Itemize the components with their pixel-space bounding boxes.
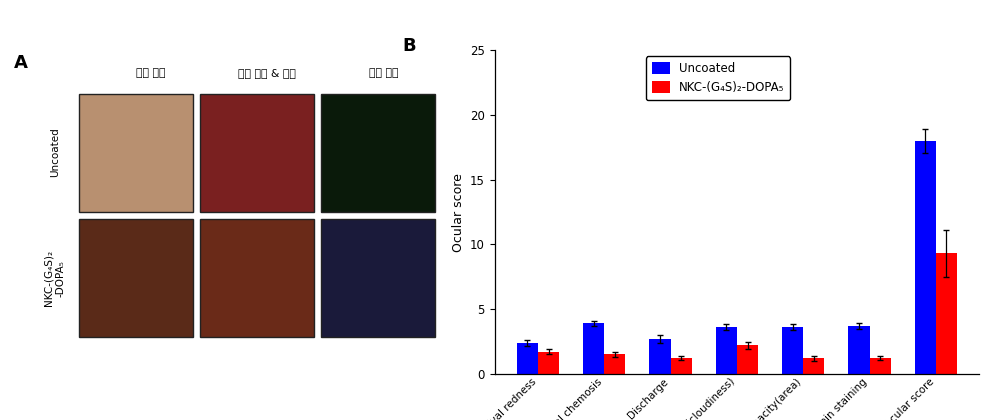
Bar bbox=[716, 327, 737, 374]
Text: Uncoated: Uncoated bbox=[49, 127, 59, 177]
Y-axis label: Ocular score: Ocular score bbox=[452, 173, 465, 252]
Bar bbox=[915, 141, 936, 374]
Bar bbox=[782, 327, 803, 374]
Bar bbox=[200, 218, 315, 336]
Bar bbox=[936, 254, 957, 374]
Bar bbox=[79, 94, 194, 212]
Bar bbox=[200, 94, 315, 212]
Bar bbox=[849, 326, 869, 374]
Bar bbox=[205, 99, 310, 207]
Text: 가막 손상: 가막 손상 bbox=[369, 68, 399, 78]
Text: A: A bbox=[15, 54, 29, 72]
Bar bbox=[205, 223, 310, 332]
Bar bbox=[325, 223, 430, 332]
Legend: Uncoated, NKC-(G₄S)₂-DOPA₅: Uncoated, NKC-(G₄S)₂-DOPA₅ bbox=[646, 56, 790, 100]
Bar bbox=[538, 352, 559, 374]
Bar bbox=[320, 94, 435, 212]
Bar bbox=[604, 354, 625, 374]
Bar bbox=[84, 99, 189, 207]
Bar bbox=[737, 345, 759, 374]
Bar bbox=[325, 99, 430, 207]
Text: B: B bbox=[403, 37, 416, 55]
Bar bbox=[516, 343, 538, 374]
Bar bbox=[650, 339, 671, 374]
Text: NKC-(G₄S)₂
-DOPA₅: NKC-(G₄S)₂ -DOPA₅ bbox=[44, 250, 65, 307]
Bar bbox=[584, 323, 604, 374]
Text: 가막 혼탁: 가막 혼탁 bbox=[136, 68, 165, 78]
Bar bbox=[869, 358, 891, 374]
Bar bbox=[84, 223, 189, 332]
Bar bbox=[320, 218, 435, 336]
Bar bbox=[79, 218, 194, 336]
Text: 결막 부종 & 충혁: 결막 부종 & 충혁 bbox=[238, 68, 296, 78]
Bar bbox=[671, 358, 691, 374]
Bar bbox=[803, 358, 825, 374]
